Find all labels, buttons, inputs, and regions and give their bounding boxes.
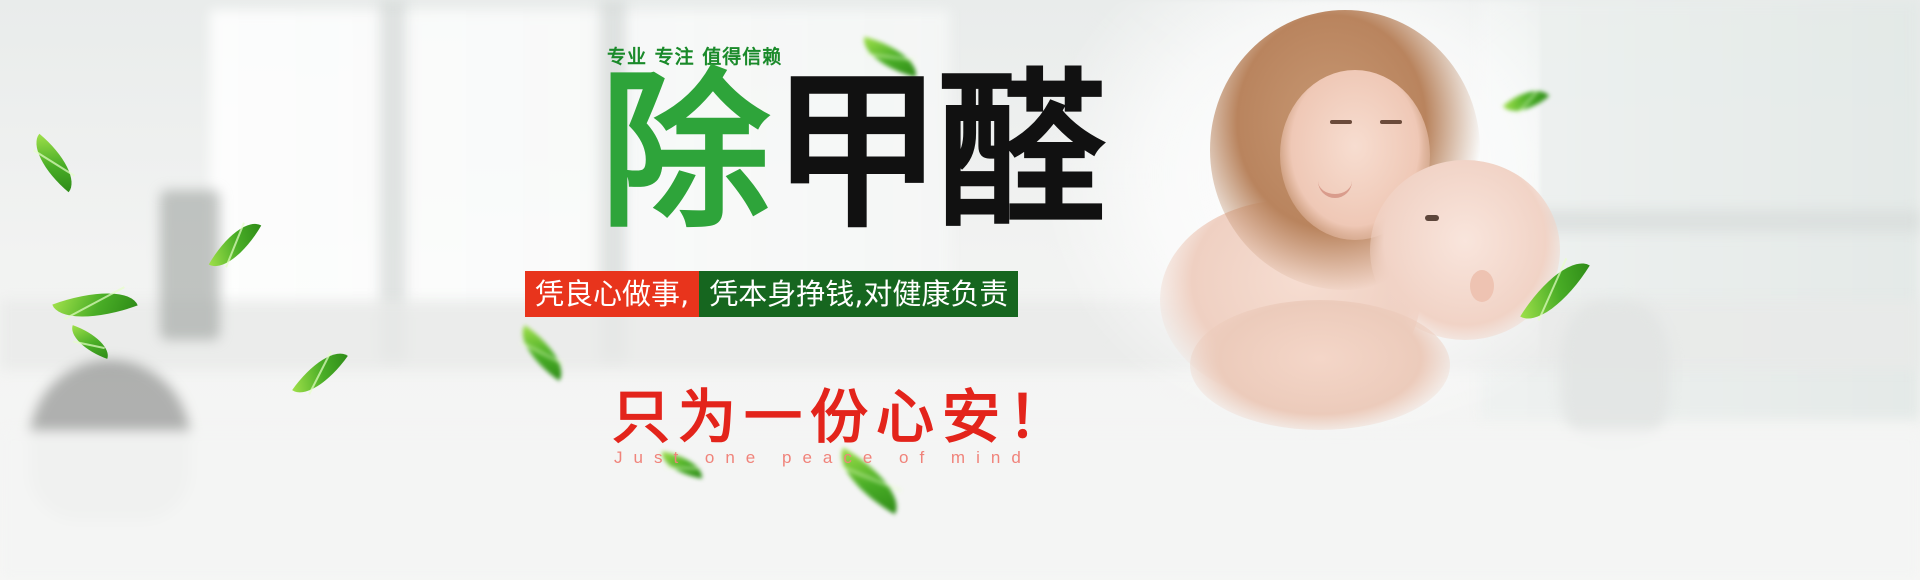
leaf-icon [22, 133, 86, 193]
headline-part-remove: 除 [600, 54, 770, 252]
headline-part-formaldehyde: 甲醛 [772, 54, 1106, 252]
background-window [210, 10, 950, 310]
background-floor [0, 430, 1920, 580]
peace-of-mind-title: 只为一份心安！ [612, 383, 1075, 451]
background-vase [1560, 300, 1670, 450]
headline: 除甲醛 [600, 54, 1106, 258]
background-shelf [1440, 210, 1920, 232]
slogan-part-conscience: 凭良心做事, [525, 271, 700, 317]
slogan-bar: 凭良心做事, 凭本身挣钱,对健康负责 [525, 271, 1019, 317]
slogan-part-health: 凭本身挣钱,对健康负责 [699, 271, 1019, 317]
tagline: 专业 专注 值得信赖 [607, 46, 783, 68]
peace-of-mind-subtitle: Just one peace of mind [614, 448, 1032, 467]
mother-baby-photo [1040, 0, 1560, 440]
